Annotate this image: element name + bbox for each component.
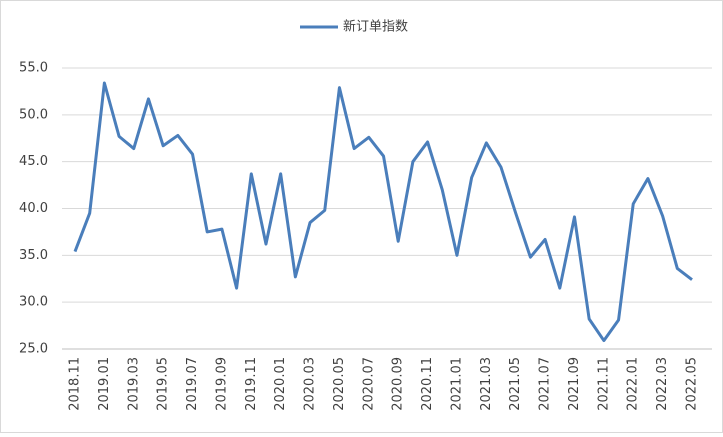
x-tick-label: 2020.07 — [361, 357, 376, 411]
x-tick-label: 2021.11 — [596, 357, 611, 411]
x-tick-label: 2020.01 — [273, 357, 288, 411]
y-tick-label: 50.0 — [19, 107, 48, 122]
x-tick-label: 2020.11 — [420, 357, 435, 411]
x-tick-label: 2021.03 — [479, 357, 494, 411]
x-tick-label: 2021.05 — [508, 357, 523, 411]
y-tick-label: 25.0 — [19, 342, 48, 357]
x-tick-label: 2019.11 — [244, 357, 259, 411]
x-tick-label: 2022.05 — [685, 357, 700, 411]
y-tick-label: 55.0 — [19, 61, 48, 76]
y-tick-label: 30.0 — [19, 295, 48, 310]
x-tick-label: 2019.01 — [97, 357, 112, 411]
x-tick-label: 2021.09 — [567, 357, 582, 411]
x-tick-label: 2022.01 — [626, 357, 641, 411]
x-tick-label: 2019.09 — [214, 357, 229, 411]
x-tick-label: 2020.03 — [303, 357, 318, 411]
data-line — [73, 81, 693, 343]
legend-label: 新订单指数 — [343, 19, 408, 35]
x-tick-label: 2019.05 — [156, 357, 171, 411]
x-tick-label: 2018.11 — [68, 357, 83, 411]
x-tick-label: 2019.07 — [185, 357, 200, 411]
x-tick-label: 2021.07 — [538, 357, 553, 411]
y-tick-label: 45.0 — [19, 154, 48, 169]
y-tick-label: 40.0 — [19, 201, 48, 216]
x-tick-label: 2019.03 — [126, 357, 141, 411]
y-tick-label: 35.0 — [19, 248, 48, 263]
x-tick-label: 2020.09 — [391, 357, 406, 411]
x-tick-label: 2020.05 — [332, 357, 347, 411]
x-tick-label: 2021.01 — [449, 357, 464, 411]
x-tick-label: 2022.03 — [655, 357, 670, 411]
